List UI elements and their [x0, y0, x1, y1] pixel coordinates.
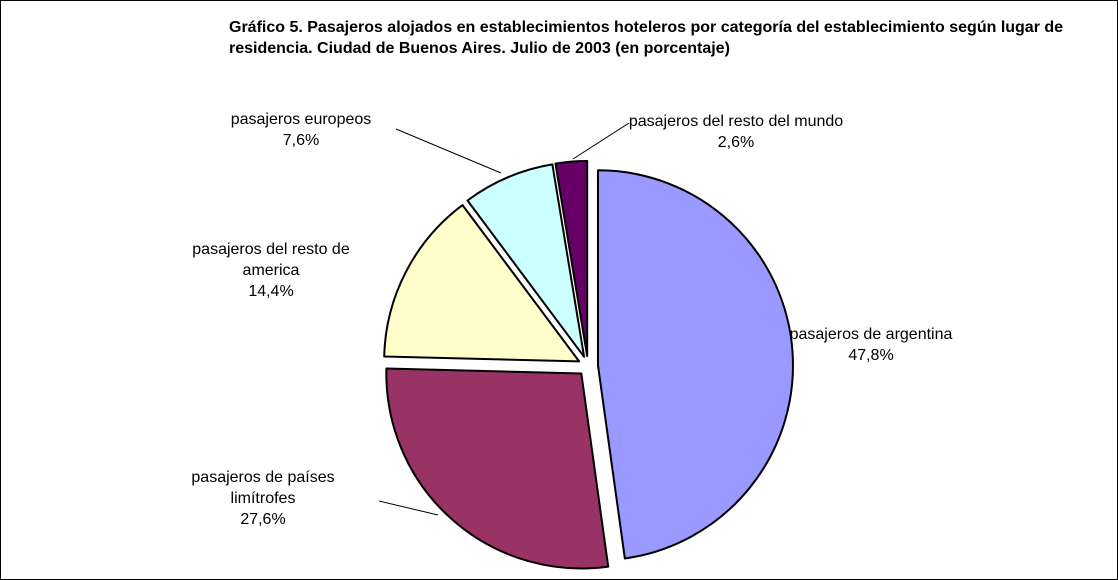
pie-slice: [385, 367, 610, 570]
slice-label: pasajeros de países limítrofes 27,6%: [163, 467, 363, 530]
slice-value: 27,6%: [240, 511, 286, 528]
slice-value: 47,8%: [848, 347, 894, 364]
slice-value: 14,4%: [248, 283, 294, 300]
slice-value: 2,6%: [717, 134, 755, 151]
leader-line: [572, 122, 630, 160]
slice-name: pasajeros de argentina: [789, 326, 953, 343]
slice-label: pasajeros europeos 7,6%: [201, 109, 401, 151]
slice-label: pasajeros de argentina 47,8%: [751, 324, 991, 366]
pie-slice: [383, 204, 581, 363]
slice-name: pasajeros del resto de america: [192, 241, 350, 279]
pie-slice: [466, 163, 586, 358]
leader-line: [378, 500, 439, 516]
slice-name: pasajeros europeos: [230, 111, 372, 128]
slice-value: 7,6%: [282, 132, 320, 149]
chart-title: Gráfico 5. Pasajeros alojados en estable…: [229, 19, 1064, 57]
pie-slice: [554, 160, 589, 358]
slice-name: pasajeros del resto del mundo: [628, 113, 844, 130]
slice-label: pasajeros del resto del mundo 2,6%: [626, 111, 846, 153]
slice-label: pasajeros del resto de america 14,4%: [166, 239, 376, 302]
pie-slice: [596, 169, 794, 560]
slice-name: pasajeros de países limítrofes: [191, 469, 335, 507]
leader-line: [395, 128, 502, 174]
